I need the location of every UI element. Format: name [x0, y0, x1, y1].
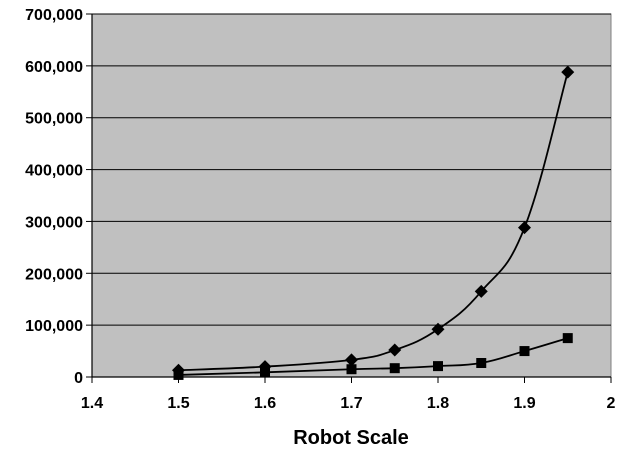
y-tick-label: 500,000: [25, 111, 83, 128]
diamond-marker: [388, 343, 402, 357]
square-marker: [346, 364, 357, 375]
series-2: [173, 333, 573, 380]
x-tick-label: 1.8: [427, 395, 449, 412]
square-marker: [173, 369, 184, 380]
square-marker: [389, 363, 400, 374]
square-marker: [476, 357, 487, 368]
diamond-marker: [474, 284, 488, 298]
y-axis-tick-labels: 0 100,000 200,000 300,000 400,000 500,000 600,…: [25, 7, 83, 387]
plot-area: [91, 13, 612, 378]
x-tick-label: 2: [607, 395, 616, 412]
square-marker: [433, 361, 443, 372]
square-marker: [260, 367, 270, 378]
y-tick-label: 300,000: [25, 214, 83, 231]
x-tick-label: 1.6: [254, 395, 276, 412]
square-marker: [519, 346, 530, 357]
y-tick-label: 600,000: [25, 59, 83, 76]
x-axis-tick-labels: 1.4 1.5 1.6 1.7 1.8 1.9 2: [81, 395, 616, 412]
x-tick-label: 1.9: [513, 395, 535, 412]
y-tick-label: 100,000: [25, 318, 83, 335]
diamond-marker: [431, 322, 445, 336]
y-tick-label: 200,000: [25, 266, 83, 283]
gridlines: [92, 13, 611, 326]
x-tick-label: 1.7: [340, 395, 362, 412]
y-tick-label: 700,000: [25, 7, 83, 24]
y-tick-label: 400,000: [25, 163, 83, 180]
x-tick-label: 1.4: [81, 395, 103, 412]
square-marker: [562, 333, 573, 344]
diamond-marker: [561, 65, 575, 79]
diamond-marker: [345, 353, 358, 367]
x-axis-title: Robot Scale: [293, 427, 409, 449]
x-tick-label: 1.5: [167, 395, 189, 412]
diamond-marker: [518, 221, 531, 235]
series: [172, 65, 575, 380]
y-tick-label: 0: [74, 370, 83, 387]
